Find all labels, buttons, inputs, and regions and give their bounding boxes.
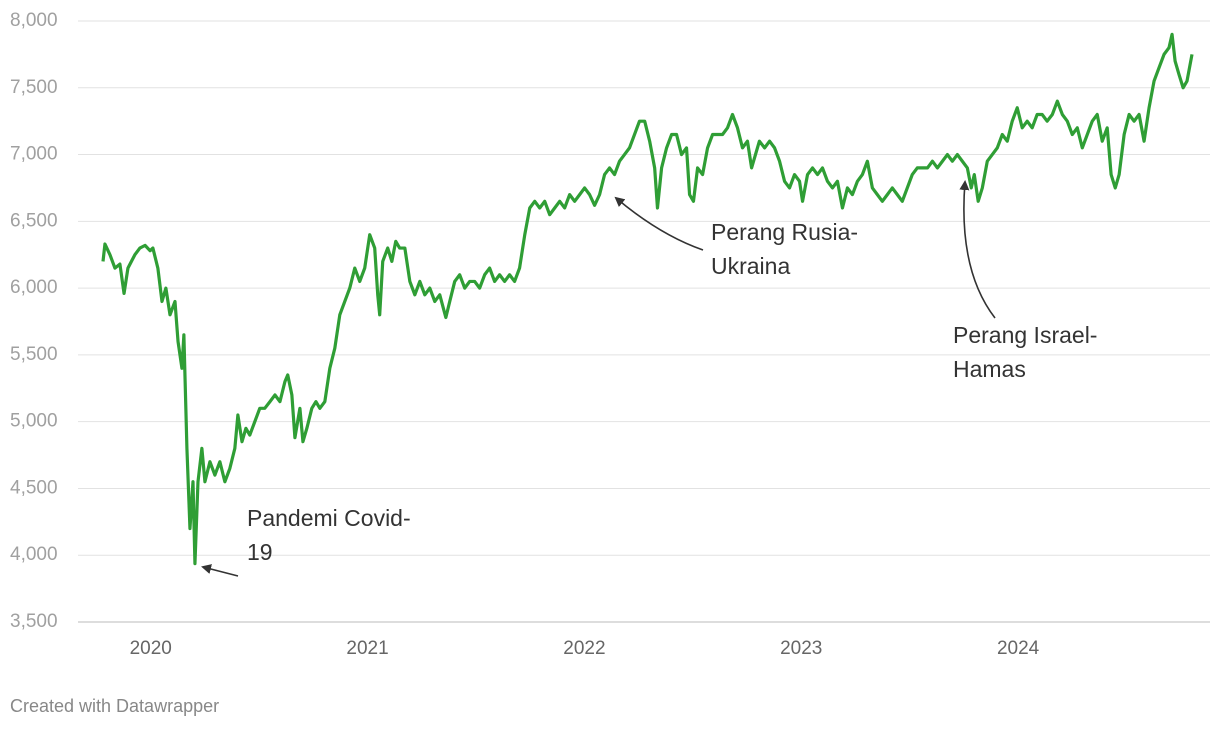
x-tick-label: 2024: [997, 638, 1040, 659]
annotation-arrow: [201, 564, 239, 577]
annotation: Ukraina: [711, 253, 790, 279]
annotation: Perang Rusia-: [711, 219, 858, 245]
grid: [78, 20, 1210, 623]
line: [101, 32, 1194, 566]
y-tick-label: 6,000: [10, 277, 58, 298]
y-tick-label: 8,000: [10, 10, 58, 31]
x-tick-label: 2021: [346, 638, 388, 659]
y-tick-label: 4,000: [10, 544, 58, 565]
y-tick-label: 7,500: [10, 77, 58, 98]
x-tick-label: 2020: [130, 638, 172, 659]
y-tick-label: 7,000: [10, 144, 58, 165]
y-tick-label: 3,500: [10, 611, 58, 632]
annotation: Pandemi Covid-: [247, 505, 411, 531]
y-tick-label: 6,500: [10, 210, 58, 231]
x-tick-label: 2022: [563, 638, 605, 659]
footer: Created with Datawrapper: [10, 696, 219, 716]
y-tick-label: 5,500: [10, 344, 58, 365]
annotation: 19: [247, 539, 273, 565]
annotation-arrow: [614, 196, 704, 251]
y-tick-label: 4,500: [10, 477, 58, 498]
annotation: Hamas: [953, 356, 1026, 382]
y-tick-label: 5,000: [10, 411, 58, 432]
annotation-arrow: [959, 180, 996, 319]
annotation: Perang Israel-: [953, 322, 1097, 348]
x-tick-label: 2023: [780, 638, 822, 659]
